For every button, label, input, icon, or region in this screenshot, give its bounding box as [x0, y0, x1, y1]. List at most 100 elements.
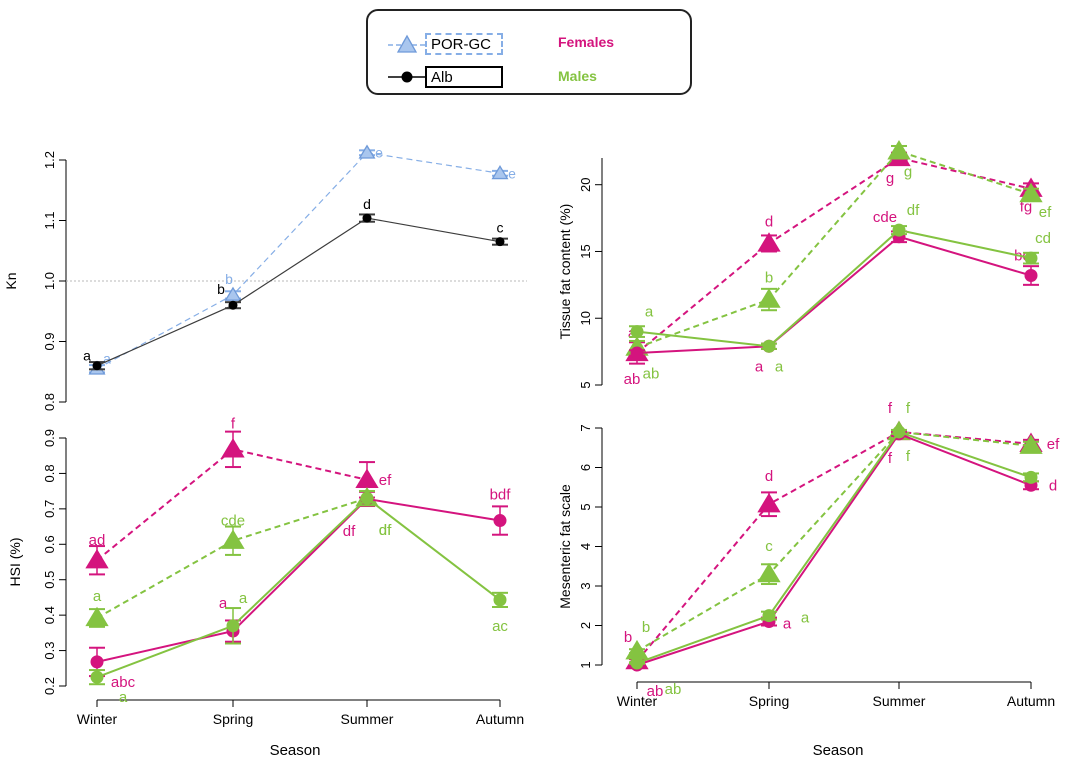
series-line [636, 430, 1032, 662]
legend-label-por-gc: POR-GC [425, 33, 503, 55]
data-point [1019, 182, 1043, 203]
series-line [636, 229, 1032, 348]
series-line [636, 150, 1032, 349]
data-point [630, 656, 644, 670]
y-tick-label: 1.2 [42, 151, 57, 169]
y-axis-title: HSI (%) [7, 538, 23, 587]
significance-label: g [886, 170, 894, 187]
significance-label: a [83, 348, 91, 364]
x-tick-label: Spring [749, 693, 789, 709]
data-point [90, 655, 104, 669]
y-tick-label: 4 [578, 543, 593, 550]
significance-label: f [888, 400, 893, 417]
data-point [85, 606, 109, 627]
legend-circle-icon [388, 71, 426, 83]
significance-label: ac [492, 618, 508, 635]
significance-label: c [497, 220, 504, 236]
panel-tissue-fat: 5 10 15 20 Tissue fat content (%) ab d g fg ab b g e… [557, 140, 1052, 389]
significance-label: fg [1020, 199, 1033, 216]
x-axis-title-left: Season [270, 742, 321, 759]
data-point [892, 425, 906, 439]
x-tick-label: Winter [77, 711, 118, 727]
series-line [636, 430, 1032, 664]
y-tick-label: 5 [578, 381, 593, 388]
series-line [636, 430, 1032, 653]
x-axis-title-right: Season [813, 742, 864, 759]
data-point [221, 438, 245, 458]
significance-label: c [765, 538, 773, 555]
data-point [360, 491, 374, 505]
significance-label: b [217, 281, 225, 297]
data-point [757, 492, 781, 513]
significance-label: f [888, 450, 893, 467]
x-tick-label: Summer [341, 711, 394, 727]
significance-label: a [119, 689, 128, 706]
data-point [221, 529, 245, 549]
x-tick-label: Spring [213, 711, 253, 727]
series-line [636, 156, 1032, 354]
significance-label: f [906, 400, 911, 417]
legend: POR-GC Alb Females Males [366, 9, 692, 95]
series-line [636, 432, 1032, 666]
significance-label: ef [379, 472, 392, 489]
y-tick-label: 0.8 [42, 464, 57, 482]
series-line [636, 235, 1032, 354]
y-axis-title: Mesenteric fat scale [557, 484, 573, 609]
significance-label: abc [111, 674, 136, 691]
significance-label: a [103, 351, 111, 367]
significance-label: a [219, 595, 228, 612]
significance-label: cde [221, 513, 245, 530]
data-point [757, 232, 781, 252]
significance-label: d [765, 468, 773, 485]
y-tick-label: 0.2 [42, 677, 57, 695]
data-point [224, 286, 242, 301]
y-tick-label: 20 [578, 177, 593, 191]
significance-label: ab [647, 683, 664, 700]
significance-label: b [765, 270, 773, 287]
significance-label: e [508, 165, 516, 181]
significance-label: d [1049, 477, 1057, 494]
significance-label: cd [1035, 230, 1051, 247]
y-tick-label: 6 [578, 464, 593, 471]
series-line [96, 496, 501, 679]
data-point [1024, 269, 1038, 283]
significance-label: df [379, 522, 392, 539]
y-tick-label: 0.8 [42, 393, 57, 411]
panel-hsi: 0.2 0.3 0.4 0.5 0.6 0.7 0.8 0.9 HSI (%) Winter Spr… [7, 415, 524, 727]
series-line [96, 152, 501, 370]
legend-triangle-icon [388, 34, 426, 53]
data-point [493, 593, 507, 607]
significance-label: ab [624, 371, 641, 388]
data-point [762, 609, 776, 623]
legend-label-males: Males [558, 68, 597, 84]
x-tick-label: Autumn [1007, 693, 1055, 709]
significance-label: e [375, 145, 383, 161]
series-line [96, 497, 368, 619]
y-tick-label: 7 [578, 424, 593, 431]
data-point [493, 514, 507, 528]
data-point [887, 140, 911, 160]
x-tick-label: Autumn [476, 711, 524, 727]
data-point [362, 213, 372, 223]
data-point [630, 346, 644, 360]
significance-label: a [775, 358, 784, 375]
significance-label: f [231, 415, 236, 432]
significance-label: f [906, 448, 911, 465]
significance-label: ab [643, 366, 660, 383]
significance-label: a [93, 588, 102, 605]
y-tick-label: 0.6 [42, 535, 57, 553]
series-line [96, 217, 501, 367]
y-tick-label: 10 [578, 311, 593, 325]
significance-label: a [783, 616, 792, 633]
significance-label: b [624, 629, 632, 646]
data-point [1024, 470, 1038, 484]
significance-label: df [379, 522, 392, 539]
y-tick-label: 0.3 [42, 642, 57, 660]
y-tick-label: 0.5 [42, 571, 57, 589]
data-point [491, 165, 509, 180]
x-tick-label: Winter [617, 693, 658, 709]
panel-kn: 0.8 0.9 1.0 1.1 1.2 Kn a b e e a b d c [3, 144, 527, 411]
data-point [1024, 251, 1038, 265]
significance-label: a [645, 304, 654, 321]
y-tick-label: 0.9 [42, 332, 57, 350]
